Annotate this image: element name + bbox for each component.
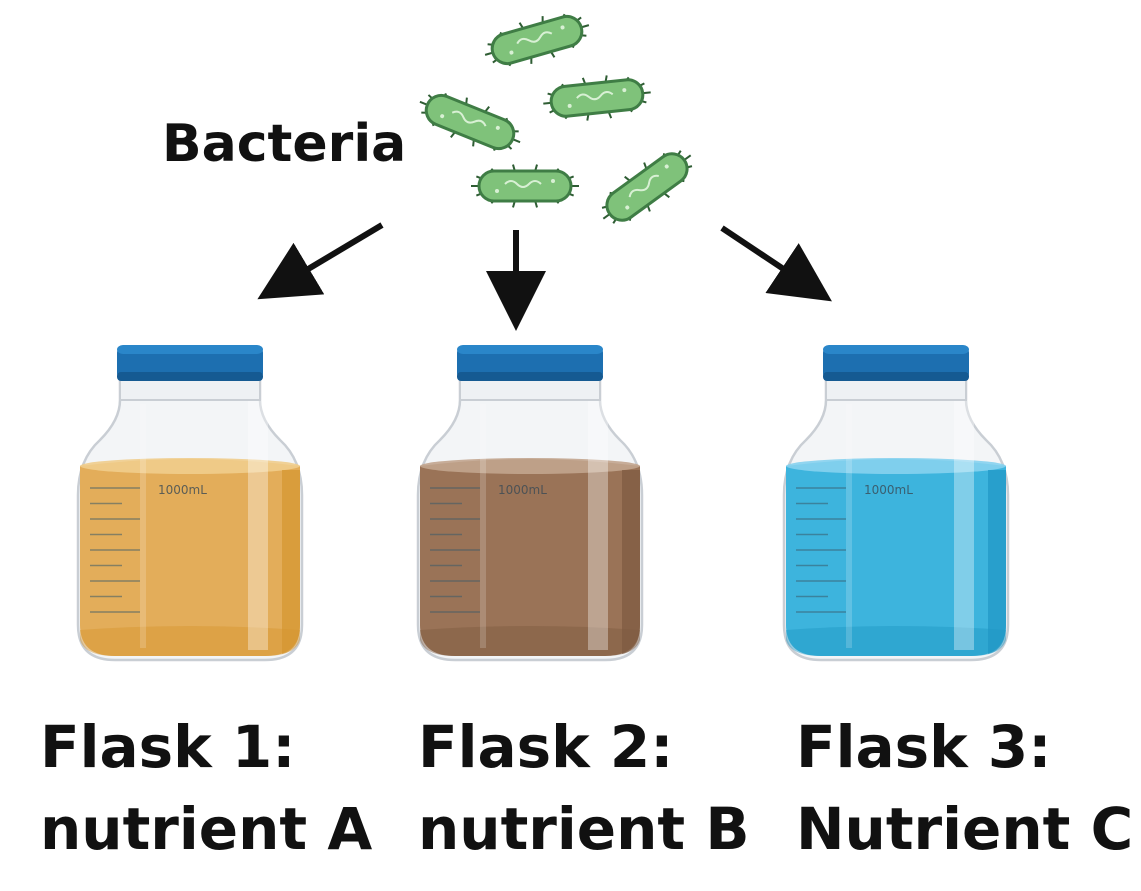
flask-1-graduations bbox=[90, 487, 140, 613]
flask-2-liquid bbox=[420, 459, 640, 656]
flask-3-icon: 1000mL bbox=[782, 345, 1010, 662]
bacteria-label: Bacteria bbox=[162, 114, 407, 174]
bacteria-cluster bbox=[419, 13, 693, 224]
flask-2-name: Flask 2: bbox=[418, 713, 674, 781]
flask-2-caption: Flask 2: nutrient B bbox=[418, 706, 750, 871]
flask-1-icon: 1000mL bbox=[76, 345, 304, 662]
flask-3-graduations bbox=[796, 487, 846, 613]
flask-1-name: Flask 1: bbox=[40, 713, 296, 781]
bacterium-icon bbox=[471, 164, 579, 208]
bacterium-icon bbox=[419, 93, 521, 151]
bacterium-icon bbox=[601, 150, 693, 224]
flask-3-name: Flask 3: bbox=[796, 713, 1052, 781]
flask-2-icon: 1000mL bbox=[416, 345, 644, 662]
arrow-to-flask-3 bbox=[720, 225, 832, 302]
flask-1-nutrient: nutrient A bbox=[40, 795, 373, 864]
bacterium-icon bbox=[543, 75, 651, 121]
flask-3-caption: Flask 3: Nutrient C bbox=[796, 706, 1133, 871]
flask-3-volume-label: 1000mL bbox=[864, 483, 913, 497]
flask-3-nutrient: Nutrient C bbox=[796, 795, 1134, 864]
flask-2-graduations bbox=[430, 487, 480, 613]
flask-1-liquid bbox=[80, 459, 300, 656]
flask-1-volume-label: 1000mL bbox=[158, 483, 207, 497]
flask-2-volume-label: 1000mL bbox=[498, 483, 547, 497]
flask-1-caption: Flask 1: nutrient A bbox=[40, 706, 372, 871]
flasks: 1000mL 1000mL 1000mL bbox=[76, 345, 1010, 662]
arrow-to-flask-1 bbox=[257, 222, 384, 300]
flask-3-liquid bbox=[786, 459, 1006, 656]
arrows bbox=[257, 222, 832, 331]
flask-2-nutrient: nutrient B bbox=[418, 795, 750, 864]
bacterium-icon bbox=[484, 13, 590, 67]
